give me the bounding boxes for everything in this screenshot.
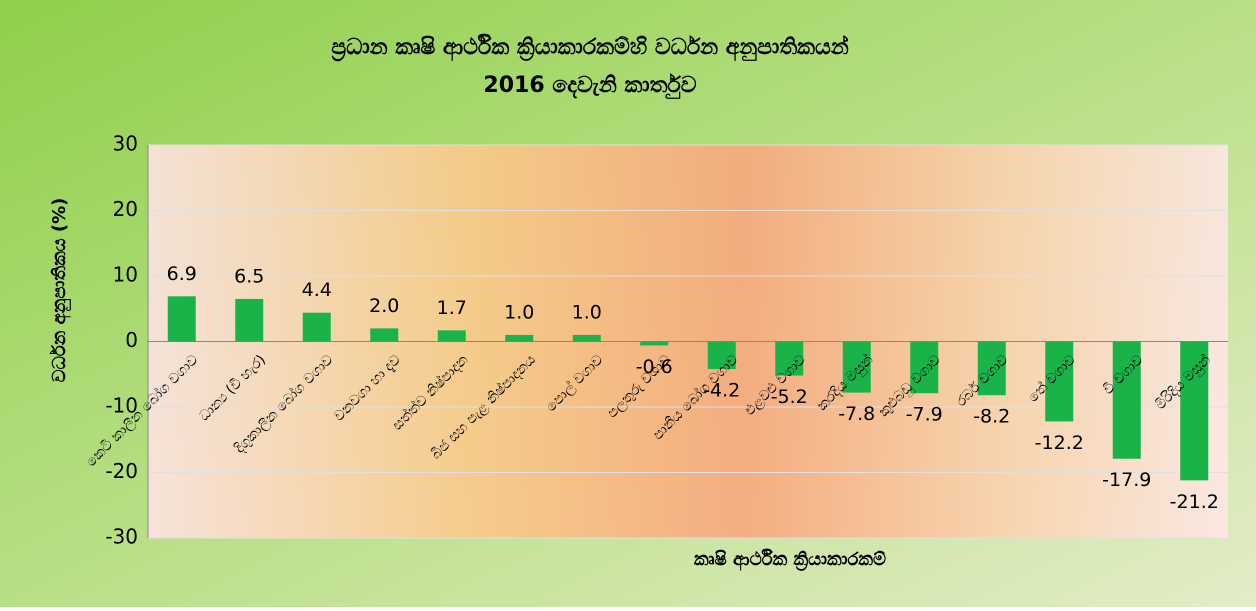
- bar: [1112, 341, 1141, 459]
- value-label: -12.2: [1035, 432, 1084, 454]
- value-label: -7.8: [838, 403, 875, 425]
- value-label: 1.0: [504, 301, 534, 323]
- bar: [302, 312, 331, 342]
- value-label: 4.4: [302, 279, 332, 301]
- bar: [572, 334, 601, 342]
- bar: [437, 330, 466, 342]
- value-label: 2.0: [369, 295, 399, 317]
- chart-title: ප්‍රධාන කෘෂි ආර්ථික ක්‍රියාකාරකම්හි වර්ධ…: [331, 33, 849, 62]
- value-label: -5.2: [771, 386, 808, 408]
- value-label: -0.6: [636, 356, 673, 378]
- value-label: 1.7: [437, 297, 467, 319]
- y-tick-label: -30: [105, 525, 138, 549]
- bar: [167, 296, 196, 342]
- bar: [910, 341, 939, 394]
- y-axis-label: වර්ධන අනුපාතිකය (%): [48, 198, 71, 383]
- y-tick-label: 10: [113, 263, 138, 287]
- value-label: 6.9: [167, 263, 197, 285]
- bar: [775, 341, 804, 376]
- y-tick-label: -20: [105, 459, 138, 483]
- y-tick-label: 0: [125, 328, 138, 352]
- bar: [707, 341, 736, 370]
- bar: [235, 298, 264, 342]
- bar: [977, 341, 1006, 396]
- value-label: -8.2: [973, 406, 1010, 428]
- bar: [842, 341, 871, 393]
- y-tick-label: -10: [105, 394, 138, 418]
- y-tick-label: 20: [113, 197, 138, 221]
- value-label: -4.2: [703, 380, 740, 402]
- value-label: -7.9: [906, 404, 943, 426]
- bar: [1180, 341, 1209, 481]
- bar: [505, 334, 534, 342]
- bar: [370, 328, 399, 342]
- value-label: -21.2: [1170, 491, 1219, 513]
- x-axis-label: කෘෂි ආර්ථික ක්‍රියාකාරකම්: [694, 548, 886, 571]
- value-label: -17.9: [1102, 469, 1151, 491]
- value-label: 6.5: [234, 265, 264, 287]
- value-label: 1.0: [572, 301, 602, 323]
- bar: [640, 341, 669, 346]
- chart-subtitle: 2016 දෙවැනි කාර්තුව: [483, 72, 696, 99]
- y-tick-label: 30: [113, 132, 138, 156]
- bar: [1045, 341, 1074, 422]
